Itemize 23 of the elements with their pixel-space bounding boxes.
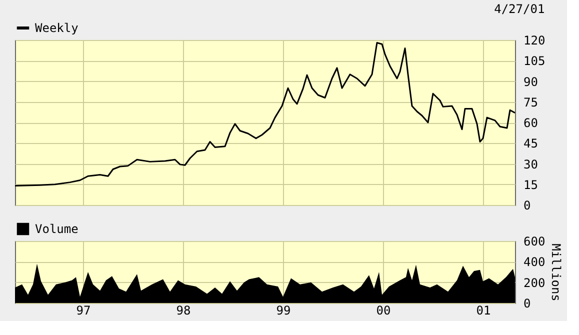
- x-tick-label: 00: [376, 304, 391, 318]
- y-tick-label: 30: [524, 157, 538, 172]
- x-tick-label: 01: [476, 304, 491, 318]
- x-tick-label: 99: [276, 304, 291, 318]
- legend-label: Weekly: [35, 21, 78, 35]
- text: 4/27/01: [494, 2, 545, 16]
- y-tick-label: 90: [524, 74, 538, 89]
- legend-label: Volume: [35, 222, 78, 236]
- y-tick-label: 15: [524, 178, 538, 192]
- y-axis-title: Millions: [549, 244, 564, 302]
- y-tick-label: 120: [524, 34, 546, 48]
- x-tick-label: 98: [176, 304, 191, 318]
- y-tick-label: 60: [524, 116, 538, 130]
- y-tick-label: 0: [524, 198, 531, 212]
- y-tick-label: 400: [524, 255, 546, 270]
- y-tick-label: 105: [524, 54, 546, 68]
- line-series: [15, 42, 515, 186]
- y-tick-label: 0: [524, 296, 531, 310]
- y-tick-label: 200: [524, 276, 546, 290]
- y-tick-label: 600: [524, 234, 546, 248]
- x-tick-label: 97: [76, 304, 91, 318]
- y-tick-label: 45: [524, 136, 538, 151]
- y-tick-label: 75: [524, 95, 538, 110]
